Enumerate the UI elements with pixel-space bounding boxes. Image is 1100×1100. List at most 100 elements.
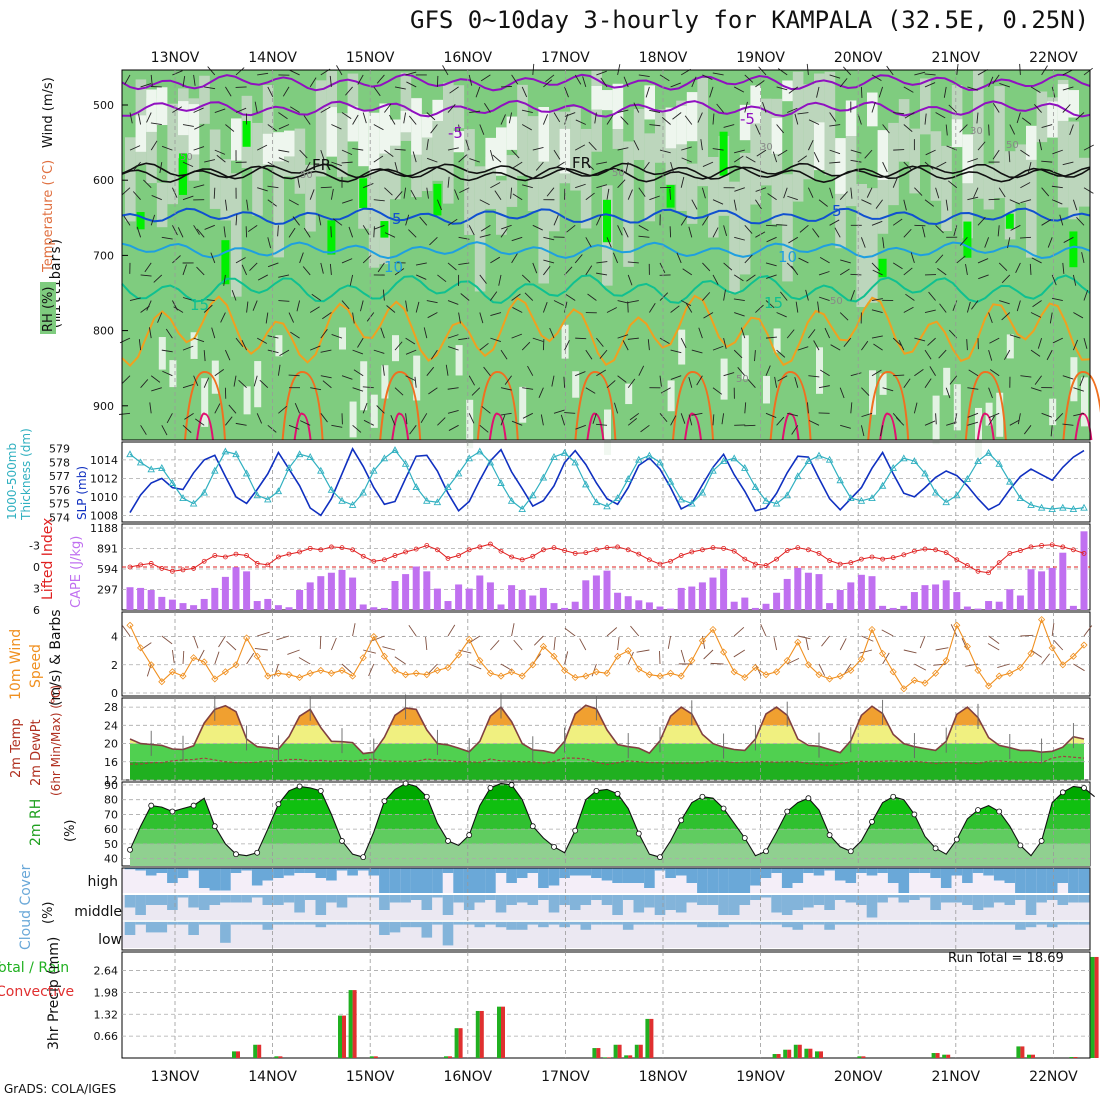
thickness-marker [518, 505, 526, 512]
cloud-low-cell [750, 922, 761, 925]
wind-barb [479, 274, 487, 284]
cloud-low-cell [156, 922, 168, 933]
wind-barb [807, 139, 814, 151]
wind-barb [627, 261, 639, 264]
wind-barb [703, 312, 714, 319]
cape-bar [889, 607, 897, 610]
wind-barb [924, 349, 932, 360]
wind-barb [565, 294, 576, 301]
wind-barb [840, 424, 851, 429]
wind-barb [776, 124, 785, 134]
cape-bar [253, 601, 261, 610]
precip-convective-bar [1094, 956, 1099, 1058]
rh-dry-band [953, 384, 961, 431]
wind-barb [698, 327, 703, 339]
wind10m-barb [1041, 653, 1050, 665]
wind-barb [747, 379, 756, 389]
rh2m-marker [635, 830, 642, 837]
wind-barb [430, 124, 438, 134]
wind-barb [860, 86, 863, 98]
cape-bar [985, 601, 993, 610]
pressure-tick-label: 500 [93, 99, 114, 112]
wind-barb [903, 267, 913, 276]
wind-barb [1081, 252, 1085, 264]
lifted-index-marker [933, 547, 938, 553]
wind-barb [414, 376, 417, 388]
wind10m-marker [126, 621, 134, 629]
wind-barb [512, 161, 523, 169]
thickness-marker [1048, 505, 1056, 512]
wind-barb [320, 262, 324, 274]
wind-barb [1083, 144, 1094, 151]
wind-barb [203, 298, 215, 301]
wind-barb [447, 103, 456, 113]
wind-barb [1030, 312, 1042, 318]
wind-barb [521, 274, 531, 283]
wind-barb [765, 365, 771, 376]
wind-barb [223, 274, 226, 286]
rh2m-marker [508, 782, 515, 788]
wind-barb [151, 387, 162, 392]
wind-barb [330, 188, 334, 200]
rh2m-axis-label-2: (%) [63, 820, 78, 843]
wind-barb [542, 114, 549, 125]
wind-barb [582, 76, 587, 88]
precip-total-bar [444, 1056, 448, 1058]
precip-convective-bar [448, 1056, 452, 1058]
wind-barb [511, 236, 523, 242]
wind-barb [893, 374, 905, 377]
wind-barb [702, 292, 711, 301]
wind-barb [161, 349, 173, 353]
rh-band [898, 99, 910, 162]
wind-barb [203, 304, 213, 313]
cloud-low-cell [601, 922, 613, 925]
cloud-low-cell [347, 922, 358, 925]
cloud-high-cell [675, 868, 687, 876]
rh2m-marker [784, 808, 791, 815]
thickness-marker [285, 463, 293, 471]
wind-barb [405, 337, 416, 345]
wind10m-marker [359, 654, 367, 662]
wind-barb [406, 81, 417, 88]
wind-barb [988, 415, 995, 426]
wind-barb [850, 372, 862, 377]
temp-tick-label: 20 [104, 738, 118, 751]
contour-label: 15 [190, 296, 209, 314]
cloud-middle-cell [877, 895, 888, 903]
wind-barb [617, 225, 623, 236]
cloud-middle-cell [516, 895, 528, 903]
precip-convective-bar [607, 1057, 611, 1058]
rh2m-band [130, 799, 1090, 815]
wind-barb [278, 274, 290, 278]
wind-barb [843, 337, 852, 347]
wind10m-barb [667, 635, 672, 649]
wind-barb [449, 86, 459, 94]
cloud-high-cell [485, 868, 496, 893]
rh-band [782, 174, 793, 282]
cloud-low-cell [940, 922, 952, 925]
wind-barb [880, 425, 884, 437]
wind-barb [783, 187, 788, 199]
cloud-high-cell [887, 868, 899, 883]
rh-moist-band [327, 220, 336, 255]
lifted-index-marker [275, 554, 281, 560]
rh2m-tick-label: 60 [104, 823, 118, 836]
wind10m-barb [319, 635, 322, 650]
cloud-middle-cell [273, 895, 284, 905]
wind-barb [447, 300, 459, 305]
wind-barb [394, 148, 406, 151]
wind-barb [1009, 334, 1021, 339]
cape-bar [168, 599, 176, 610]
wind10m-marker [635, 665, 643, 673]
slp-thickness-frame [121, 441, 1091, 523]
wind10m-barb [368, 663, 375, 677]
wind-barb [1083, 67, 1093, 76]
wind-barb [850, 187, 853, 199]
wind-barb [511, 253, 518, 264]
rh-dry-band [368, 112, 380, 173]
cape-bar [582, 580, 590, 610]
wind10m-marker [963, 642, 971, 651]
wind-barb [309, 306, 320, 313]
wind-barb [235, 214, 238, 226]
pressure-tick-label: 800 [93, 325, 114, 338]
